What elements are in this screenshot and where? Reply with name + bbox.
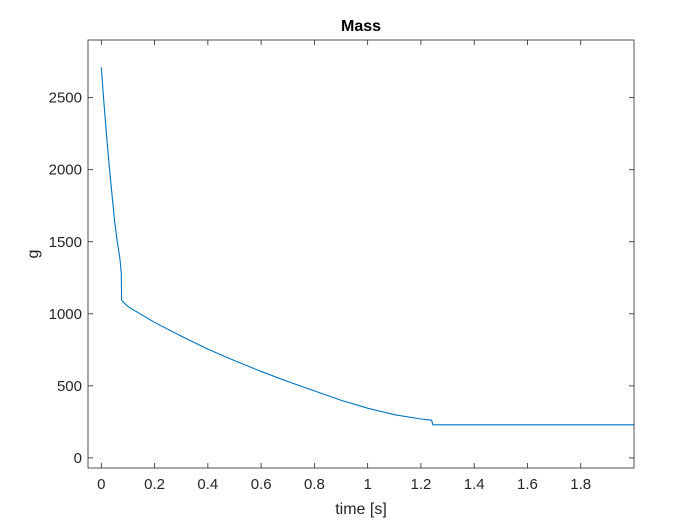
y-tick-label: 0 — [74, 450, 82, 467]
y-tick-label: 2500 — [49, 90, 82, 107]
x-tick-label: 0.6 — [251, 476, 272, 493]
plot-area — [88, 40, 634, 468]
series-line — [100, 67, 634, 426]
x-tick-label: 0.8 — [304, 476, 325, 493]
x-tick-label: 1 — [363, 476, 371, 493]
y-tick-label: 1500 — [49, 234, 82, 251]
chart-title: Mass — [341, 18, 381, 35]
x-tick-label: 1.8 — [570, 476, 591, 493]
y-axis: 0 500 1000 1500 2000 2500 — [49, 90, 634, 467]
y-axis-label: g — [25, 250, 42, 259]
x-axis: 0 0.2 0.4 0.6 0.8 1 1.2 1.4 1.6 1.8 — [97, 40, 591, 493]
x-tick-label: 0.2 — [144, 476, 165, 493]
x-tick-label: 0.4 — [197, 476, 218, 493]
y-tick-label: 1000 — [49, 306, 82, 323]
x-tick-label: 1.2 — [410, 476, 431, 493]
y-tick-label: 500 — [57, 378, 82, 395]
x-tick-label: 1.4 — [464, 476, 485, 493]
axes-box — [87, 39, 635, 469]
y-tick-label: 2000 — [49, 162, 82, 179]
x-tick-label: 1.6 — [517, 476, 538, 493]
x-axis-label: time [s] — [335, 501, 387, 518]
x-tick-label: 0 — [97, 476, 105, 493]
